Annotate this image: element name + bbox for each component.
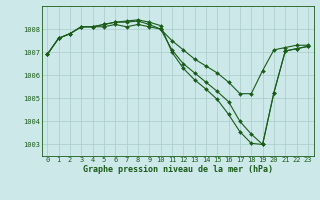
X-axis label: Graphe pression niveau de la mer (hPa): Graphe pression niveau de la mer (hPa) xyxy=(83,165,273,174)
